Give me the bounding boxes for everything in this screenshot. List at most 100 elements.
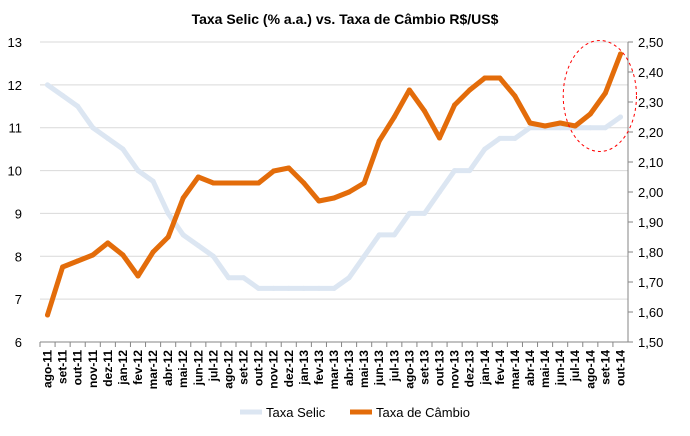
left-axis-tick-label: 12 xyxy=(8,78,22,93)
selic-data-point xyxy=(346,275,352,281)
x-axis-tick-label: out-11 xyxy=(71,350,85,386)
gridlines xyxy=(40,41,628,343)
selic-data-point xyxy=(421,210,427,216)
selic-data-point xyxy=(376,232,382,238)
right-axis-tick-label: 1,80 xyxy=(638,245,663,260)
x-axis-tick-label: jul-13 xyxy=(387,350,401,383)
cambio-data-point xyxy=(256,180,262,186)
cambio-data-point xyxy=(512,93,518,99)
cambio-data-point xyxy=(271,168,277,174)
x-axis: ago-11 set-11 out-11 nov-11 dez-11 jan-12 fev-… xyxy=(39,341,628,390)
cambio-data-point xyxy=(195,174,201,180)
x-axis-tick-label: out-12 xyxy=(252,350,266,386)
cambio-data-point xyxy=(482,75,488,81)
selic-data-point xyxy=(557,125,563,131)
x-axis-tick-label: nov-13 xyxy=(448,350,462,389)
x-axis-tick-label: set-14 xyxy=(598,350,612,385)
x-axis-tick-label: fev-14 xyxy=(493,350,507,385)
series-line-taxa-selic xyxy=(45,82,623,291)
cambio-data-point xyxy=(617,51,623,57)
x-axis-tick-label: set-13 xyxy=(417,350,431,385)
x-axis-tick-label: abr-12 xyxy=(161,350,175,386)
cambio-data-point xyxy=(587,111,593,117)
x-axis-tick-label: nov-11 xyxy=(86,350,100,388)
left-axis: 6 7 8 9 10 11 12 13 xyxy=(8,35,22,350)
cambio-data-point xyxy=(421,108,427,114)
cambio-data-point xyxy=(45,312,51,318)
left-axis-tick-label: 13 xyxy=(8,35,22,50)
cambio-data-point xyxy=(406,87,412,93)
right-axis-tick-label: 2,00 xyxy=(638,185,663,200)
cambio-data-point xyxy=(75,258,81,264)
x-axis-tick-label: mai-13 xyxy=(357,350,371,388)
x-axis-tick-label: mar-14 xyxy=(508,350,522,390)
x-axis-tick-label: abr-13 xyxy=(342,350,356,386)
selic-data-point xyxy=(210,253,216,259)
cambio-data-point xyxy=(376,138,382,144)
selic-data-point xyxy=(271,285,277,291)
cambio-data-point xyxy=(361,180,367,186)
cambio-data-point xyxy=(120,252,126,258)
legend-label-taxa-de-cambio: Taxa de Câmbio xyxy=(376,405,470,420)
cambio-data-point xyxy=(135,273,141,279)
cambio-data-point xyxy=(391,114,397,120)
selic-data-point xyxy=(241,275,247,281)
x-axis-tick-label: ago-13 xyxy=(402,350,416,389)
chart-title: Taxa Selic (% a.a.) vs. Taxa de Câmbio R… xyxy=(192,11,499,27)
cambio-data-point xyxy=(241,180,247,186)
right-axis-tick-label: 1,60 xyxy=(638,305,663,320)
x-axis-tick-label: jan-13 xyxy=(297,350,311,386)
series-line-taxa-de-cambio xyxy=(45,51,623,318)
left-axis-tick-label: 11 xyxy=(9,121,23,136)
right-axis-tick-label: 1,90 xyxy=(638,215,663,230)
selic-data-point xyxy=(316,285,322,291)
legend-label-taxa-selic: Taxa Selic xyxy=(266,405,326,420)
x-axis-tick-label: jun-12 xyxy=(191,350,205,387)
x-axis-tick-label: mar-13 xyxy=(327,350,341,390)
selic-data-point xyxy=(497,135,503,141)
cambio-data-point xyxy=(346,189,352,195)
x-axis-tick-label: dez-11 xyxy=(101,350,115,387)
left-axis-tick-label: 9 xyxy=(15,206,22,221)
annotation-layer xyxy=(562,40,637,152)
x-axis-tick-label: jul-12 xyxy=(206,350,220,383)
series-layer xyxy=(45,51,623,318)
selic-data-point xyxy=(45,82,51,88)
x-axis-tick-label: jan-14 xyxy=(478,350,492,386)
selic-data-point xyxy=(195,243,201,249)
selic-data-point xyxy=(165,210,171,216)
selic-data-point xyxy=(120,146,126,152)
cambio-data-point xyxy=(452,102,458,108)
selic-data-point xyxy=(331,285,337,291)
selic-data-point xyxy=(617,114,623,120)
x-axis-tick-label: dez-12 xyxy=(282,350,296,388)
selic-data-point xyxy=(60,93,66,99)
selic-data-point xyxy=(452,168,458,174)
selic-data-point xyxy=(512,135,518,141)
cambio-data-point xyxy=(527,120,533,126)
cambio-data-point xyxy=(572,123,578,129)
cambio-data-point xyxy=(316,198,322,204)
selic-data-point xyxy=(361,253,367,259)
selic-data-point xyxy=(105,135,111,141)
cambio-data-point xyxy=(60,264,66,270)
selic-data-point xyxy=(90,125,96,131)
selic-data-point xyxy=(301,285,307,291)
selic-data-point xyxy=(180,232,186,238)
cambio-data-point xyxy=(437,135,443,141)
selic-data-point xyxy=(467,168,473,174)
x-axis-tick-label: set-12 xyxy=(237,350,251,385)
x-axis-tick-label: ago-11 xyxy=(41,350,55,388)
x-axis-tick-label: jan-12 xyxy=(116,350,130,386)
x-axis-tick-label: out-13 xyxy=(433,350,447,386)
left-axis-tick-label: 10 xyxy=(8,164,22,179)
x-axis-tick-label: nov-12 xyxy=(267,350,281,389)
cambio-data-point xyxy=(90,252,96,258)
right-axis: 1,50 1,60 1,70 1,80 1,90 2,00 2,10 2,20 2,30 2,40… xyxy=(627,35,663,350)
right-axis-tick-label: 2,30 xyxy=(638,95,663,110)
cambio-data-point xyxy=(301,180,307,186)
x-axis-tick-label: ago-14 xyxy=(583,350,597,389)
x-axis-tick-label: jun-13 xyxy=(372,350,386,387)
